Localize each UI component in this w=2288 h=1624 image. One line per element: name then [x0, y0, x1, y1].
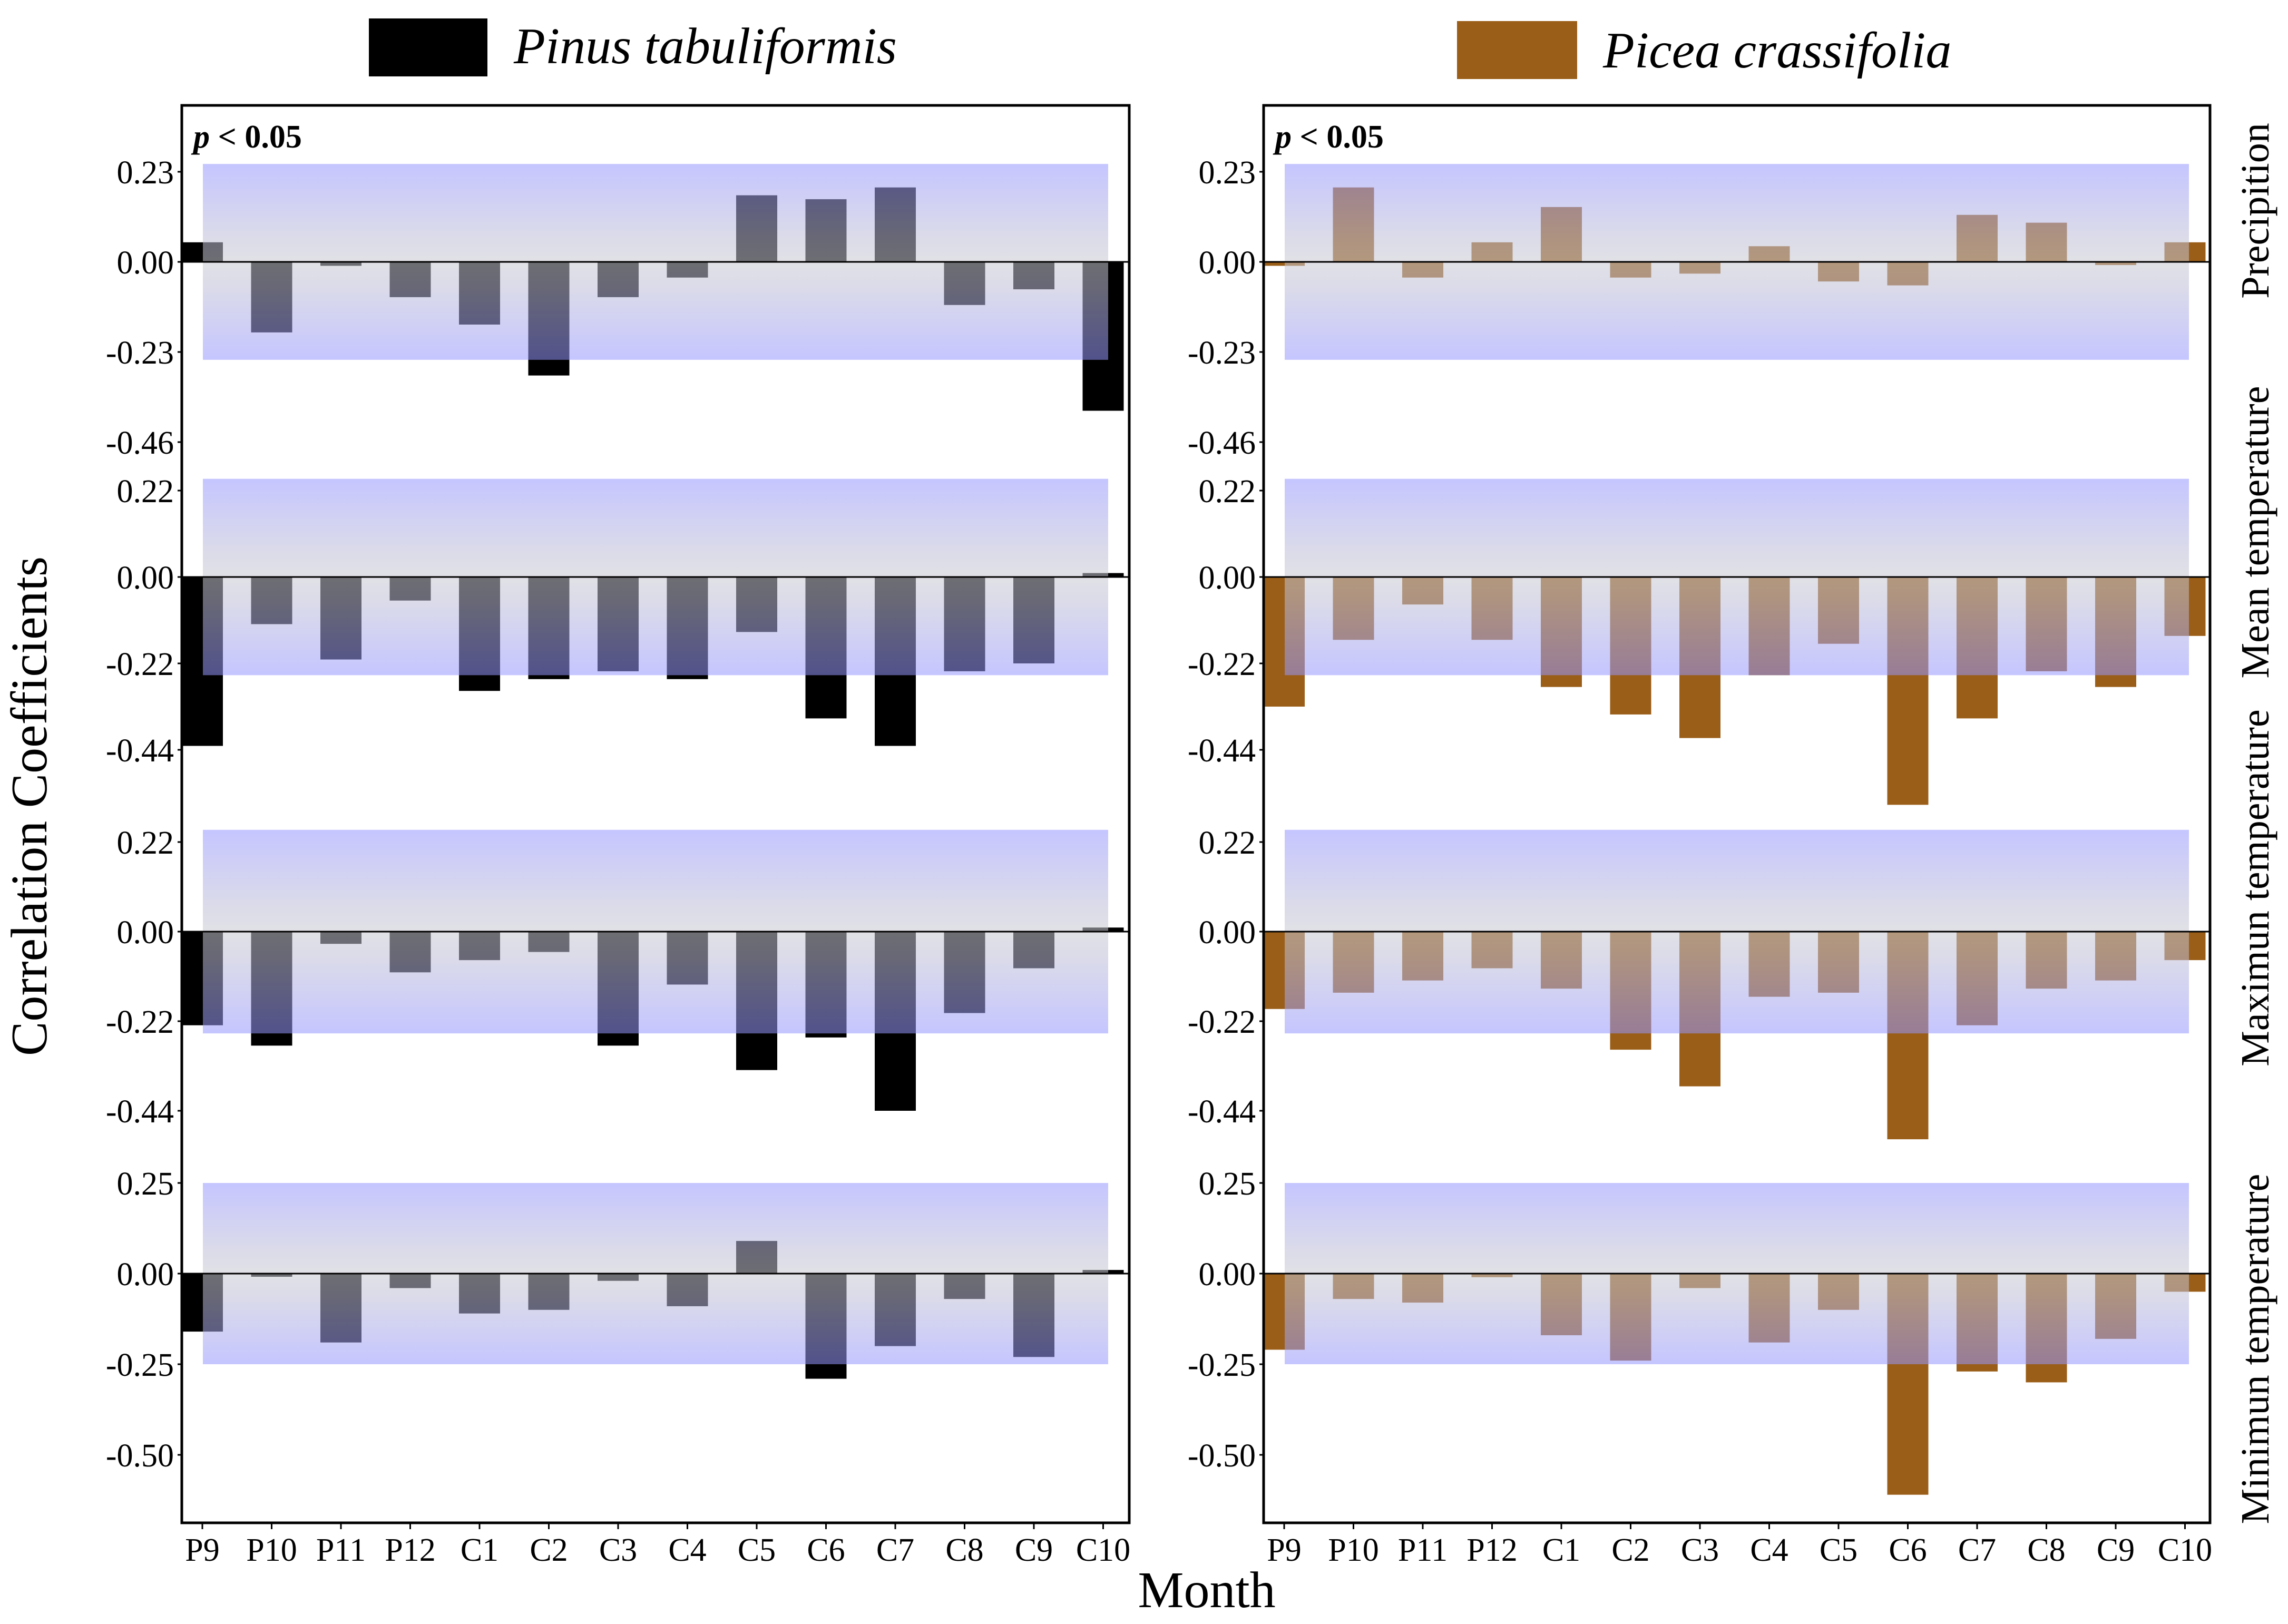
y-tick-label: 0.22: [117, 474, 174, 510]
x-tick-label-c5: C5: [738, 1532, 776, 1568]
y-tick-label: 0.00: [117, 915, 174, 951]
legend-label-pinus: Pinus tabuliformis: [513, 18, 897, 75]
y-tick-label: -0.22: [1188, 647, 1256, 682]
y-tick-label: 0.23: [117, 155, 174, 191]
row-label-3: Minimun temperature: [2233, 1174, 2277, 1524]
significance-label: p < 0.05: [1273, 119, 1384, 155]
row-label-2: Maximun temperature: [2233, 709, 2277, 1066]
significance-text: < 0.05: [1292, 119, 1384, 155]
x-tick-label-c4: C4: [1750, 1532, 1788, 1568]
x-tick-label-c8: C8: [945, 1532, 983, 1568]
panel-frame: [1262, 104, 2212, 1524]
x-tick-label-p11: P11: [316, 1532, 366, 1568]
chart-panels: 0.230.00-0.23-0.460.220.00-0.22-0.440.22…: [106, 104, 2277, 1568]
y-tick-label: -0.23: [1188, 335, 1256, 371]
y-tick-label: 0.00: [1199, 915, 1256, 951]
x-tick-label-c9: C9: [2097, 1532, 2135, 1568]
row-minimun-temperature: 0.25 0.00 -0.25 -0.50: [1188, 1166, 2210, 1495]
row-minimun-temperature: 0.25 0.00 -0.25 -0.50: [106, 1166, 1129, 1474]
row-label-1: Mean temperature: [2233, 386, 2277, 679]
x-tick-label-c3: C3: [1681, 1532, 1719, 1568]
significance-p: p: [191, 119, 210, 155]
y-tick-label: -0.22: [1188, 1004, 1256, 1040]
x-tick-label-c10: C10: [1076, 1532, 1130, 1568]
y-tick-label: 0.23: [1199, 155, 1256, 191]
significance-p: p: [1273, 119, 1292, 155]
x-tick-label-c9: C9: [1015, 1532, 1053, 1568]
y-tick-label: 0.22: [117, 825, 174, 861]
row-maximun-temperature: 0.22 0.00 -0.22 -0.44: [1188, 825, 2210, 1140]
legend: Pinus tabuliformis Picea crassifolia: [369, 18, 1951, 79]
y-tick-label: -0.25: [106, 1347, 174, 1383]
y-tick-label: -0.50: [1188, 1438, 1256, 1474]
x-tick-label-c4: C4: [668, 1532, 706, 1568]
x-tick-label-p9: P9: [1267, 1532, 1301, 1568]
legend-swatch-picea: [1457, 21, 1577, 79]
x-tick-label-p10: P10: [246, 1532, 297, 1568]
legend-label-picea: Picea crassifolia: [1602, 22, 1951, 79]
y-tick-label: 0.25: [1199, 1166, 1256, 1202]
y-tick-label: 0.00: [117, 1257, 174, 1293]
bar-p9: [1264, 262, 1305, 266]
row-mean-temperature: 0.22 0.00 -0.22 -0.44: [1188, 474, 2210, 805]
x-tick-label-c10: C10: [2158, 1532, 2212, 1568]
row-precipition: 0.23 0.00 -0.23 -0.46: [1188, 155, 2210, 461]
x-tick-label-p9: P9: [185, 1532, 219, 1568]
x-tick-label-c6: C6: [1889, 1532, 1927, 1568]
y-tick-label: 0.00: [117, 245, 174, 281]
x-axis-title: Month: [1138, 1562, 1275, 1619]
y-tick-label: -0.44: [1188, 1094, 1256, 1130]
x-tick-label-c2: C2: [530, 1532, 568, 1568]
x-tick-label-c8: C8: [2027, 1532, 2065, 1568]
row-mean-temperature: 0.22 0.00 -0.22 -0.44: [106, 474, 1129, 769]
y-tick-label: 0.00: [1199, 560, 1256, 596]
y-axis-title: Correlation Coefficients: [1, 556, 58, 1056]
x-tick-label-p10: P10: [1328, 1532, 1378, 1568]
y-tick-label: -0.50: [106, 1438, 174, 1474]
y-tick-label: -0.44: [1188, 733, 1256, 769]
y-tick-label: -0.46: [106, 425, 174, 461]
panel-pinus: 0.230.00-0.23-0.460.220.00-0.22-0.440.22…: [106, 104, 1131, 1568]
y-tick-label: 0.00: [1199, 1257, 1256, 1293]
panel-frame: [180, 104, 1131, 1524]
row-maximun-temperature: 0.22 0.00 -0.22 -0.44: [106, 825, 1129, 1130]
y-tick-label: -0.22: [106, 647, 174, 682]
x-tick-label-p11: P11: [1398, 1532, 1448, 1568]
y-tick-label: -0.46: [1188, 425, 1256, 461]
row-label-0: Precipition: [2233, 123, 2277, 299]
x-tick-label-c2: C2: [1611, 1532, 1649, 1568]
y-tick-label: -0.23: [106, 335, 174, 371]
x-tick-label-c1: C1: [461, 1532, 498, 1568]
y-tick-label: 0.22: [1199, 825, 1256, 861]
row-precipition: 0.23 0.00 -0.23 -0.46: [106, 155, 1129, 461]
y-tick-label: 0.22: [1199, 474, 1256, 510]
y-tick-label: -0.44: [106, 733, 174, 769]
y-tick-label: 0.25: [117, 1166, 174, 1202]
x-tick-label-c1: C1: [1542, 1532, 1580, 1568]
x-tick-label-c5: C5: [1820, 1532, 1857, 1568]
significance-text: < 0.05: [210, 119, 302, 155]
y-tick-label: 0.00: [117, 560, 174, 596]
x-tick-label-c7: C7: [876, 1532, 914, 1568]
panel-picea: 0.230.00-0.23-0.460.220.00-0.22-0.440.22…: [1188, 104, 2212, 1568]
y-tick-label: -0.22: [106, 1004, 174, 1040]
x-tick-label-c7: C7: [1958, 1532, 1996, 1568]
significance-label: p < 0.05: [191, 119, 302, 155]
x-tick-label-p12: P12: [1466, 1532, 1517, 1568]
y-tick-label: 0.00: [1199, 245, 1256, 281]
row-labels: Precipition Mean temperature Maximun tempe…: [2233, 123, 2277, 1524]
x-tick-label-c6: C6: [807, 1532, 845, 1568]
y-tick-label: -0.44: [106, 1094, 174, 1130]
x-tick-label-p12: P12: [385, 1532, 435, 1568]
legend-swatch-pinus: [369, 18, 487, 76]
x-tick-label-c3: C3: [599, 1532, 637, 1568]
y-tick-label: -0.25: [1188, 1347, 1256, 1383]
